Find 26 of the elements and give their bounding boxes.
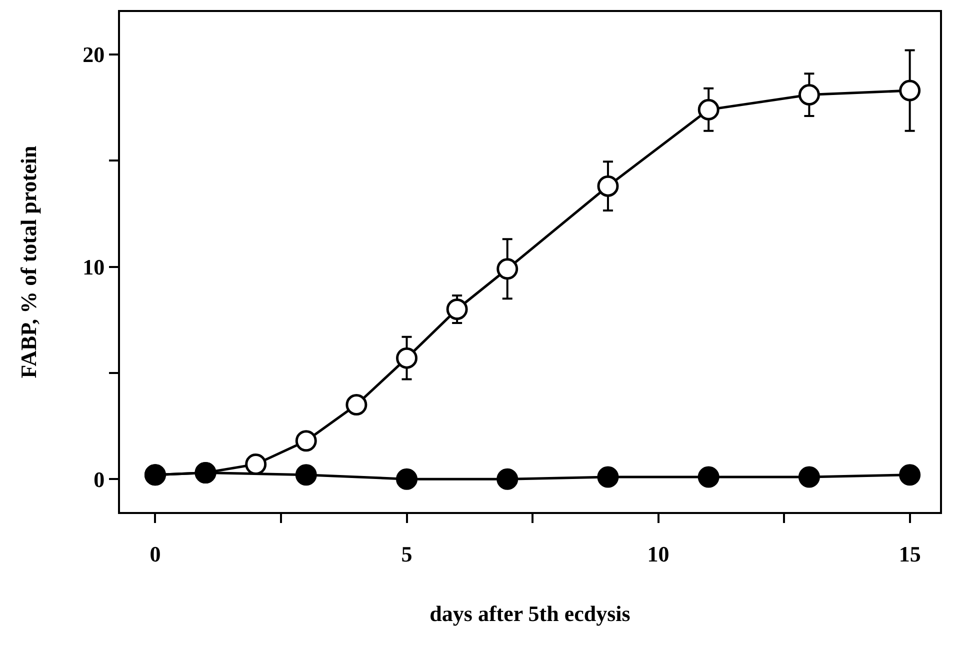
y-tick-label: 20 [82, 42, 105, 68]
x-tick-label: 15 [898, 541, 921, 566]
point [396, 347, 418, 369]
y-tick-label: 10 [82, 254, 105, 280]
y-tick-label: 0 [94, 466, 105, 492]
point [798, 466, 820, 488]
point [496, 468, 518, 490]
x-tick-label: 10 [647, 541, 670, 566]
x-tick-label: 5 [401, 541, 412, 566]
point [446, 298, 468, 320]
point [597, 175, 619, 197]
point [496, 258, 518, 280]
x-axis-title: days after 5th ecdysis [430, 600, 631, 626]
point [597, 466, 619, 488]
point [698, 466, 720, 488]
point [295, 430, 317, 452]
point [899, 464, 921, 486]
point [396, 468, 418, 490]
point [346, 394, 368, 416]
point [295, 464, 317, 486]
point [899, 80, 921, 102]
y-axis-title: FABP, % of total protein [16, 146, 41, 378]
point [798, 84, 820, 106]
x-tick-label: 0 [150, 541, 161, 566]
point [245, 453, 267, 475]
point [698, 98, 720, 120]
